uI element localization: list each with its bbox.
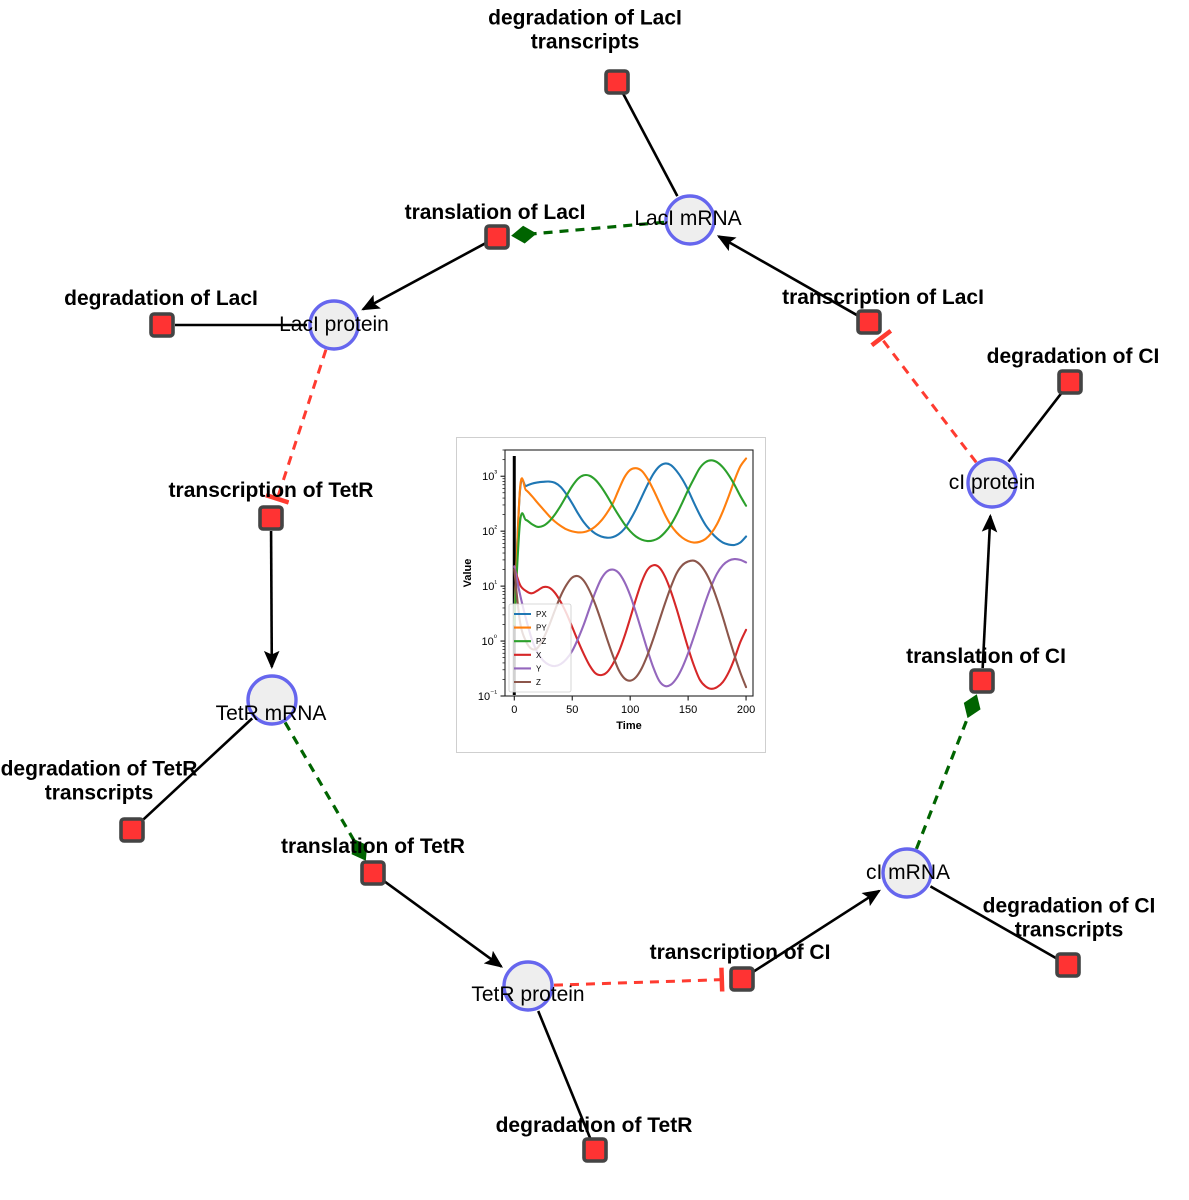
edge-substrate [621,92,679,197]
reaction-node-deg_tetR[interactable] [582,1137,608,1163]
legend-label-Y: Y [536,664,542,673]
reaction-label-transcr_tetR: transcription of TetR [168,479,374,503]
edge-substrate [537,1010,592,1139]
edge-product [752,889,881,974]
reaction-label-deg_cI_transcripts: degradation of CI transcripts [982,894,1156,941]
edge-substrate [1007,391,1064,463]
reaction-node-deg_cI_transcripts[interactable] [1055,952,1081,978]
reaction-label-deg_tetR: degradation of TetR [495,1114,693,1138]
edge-product [981,513,998,669]
reaction-label-deg_tetR_transcripts: degradation of TetR transcripts [0,757,198,804]
y-tick-label: 10⁻¹ [478,689,497,704]
y-tick-label: 10² [482,524,497,539]
series-line-PX [513,462,748,616]
reaction-node-deg_lacI[interactable] [149,312,175,338]
x-tick-label: 150 [679,704,697,716]
reaction-label-transl_cI: translation of CI [906,645,1066,669]
edge-product [382,879,504,968]
series-line-X [513,564,748,690]
reaction-node-transcr_cI[interactable] [729,966,755,992]
edge-modifier [283,721,368,861]
reaction-label-transl_lacI: translation of LacI [404,201,586,225]
y-tick-label: 10¹ [482,579,497,594]
species-node-tetR_protein[interactable] [502,960,554,1012]
legend-label-PX: PX [536,610,547,619]
x-tick-label: 100 [621,704,639,716]
plot-legend: PX PY PZ XYZ [508,603,572,693]
plot-frame [504,449,754,697]
reaction-node-transcr_lacI[interactable] [856,309,882,335]
edge-product [716,235,859,317]
edges-group [140,92,1064,1139]
reaction-node-deg_lacI_transcripts[interactable] [604,69,630,95]
species-node-tetR_mrna[interactable] [246,674,298,726]
x-tick-label: 200 [737,704,755,716]
legend-label-Z: Z [536,678,541,687]
reaction-node-transcr_tetR[interactable] [258,505,284,531]
y-tick-label: 10³ [482,469,497,484]
species-node-lacI_mrna[interactable] [664,194,716,246]
y-axis-ticks: 10⁻¹ 10⁰ 10¹ 10² 10³ [478,469,505,703]
edge-inhibitor [870,328,978,464]
reaction-label-deg_cI: degradation of CI [986,345,1160,369]
species-node-cI_protein[interactable] [966,457,1018,509]
reaction-node-deg_tetR_transcripts[interactable] [119,817,145,843]
reaction-label-deg_lacI_transcripts: degradation of LacI transcripts [488,6,682,53]
reaction-nodes-group [119,69,1083,1163]
reaction-node-transl_tetR[interactable] [360,860,386,886]
edge-modifier [511,220,665,244]
species-node-cI_mrna[interactable] [881,847,933,899]
reaction-label-transcr_cI: transcription of CI [649,941,831,965]
edge-substrate [140,717,254,823]
x-tick-label: 50 [566,704,578,716]
edge-substrate [929,885,1058,960]
series-line-PY [513,457,748,626]
reaction-node-deg_cI[interactable] [1057,369,1083,395]
reaction-node-transl_cI[interactable] [969,668,995,694]
series-line-PZ [513,459,748,626]
edge-inhibitor [265,349,328,505]
legend-label-PZ: PZ [536,637,546,646]
y-axis-title: Value [462,559,474,588]
edge-product [263,530,280,670]
edge-product [361,242,487,311]
reaction-node-transl_lacI[interactable] [484,224,510,250]
x-axis-ticks: 0 50 100 150 200 [511,696,755,716]
reaction-label-transcr_lacI: transcription of LacI [782,286,984,310]
legend-label-X: X [536,651,542,660]
reaction-label-transl_tetR: translation of TetR [281,835,465,859]
x-axis-title: Time [616,720,641,732]
y-tick-label: 10⁰ [482,634,497,649]
edge-modifier [914,694,981,850]
species-node-lacI_protein[interactable] [308,299,360,351]
reaction-label-deg_lacI: degradation of LacI [64,287,258,311]
timecourse-plot-inset: 10⁻¹ 10⁰ 10¹ 10² 10³ 0 50 100 150 200 Time Value PX P… [456,437,766,753]
edge-inhibitor [553,967,725,992]
legend-label-PY: PY [536,624,547,633]
species-nodes-group [246,194,1018,1012]
x-tick-label: 0 [511,704,517,716]
